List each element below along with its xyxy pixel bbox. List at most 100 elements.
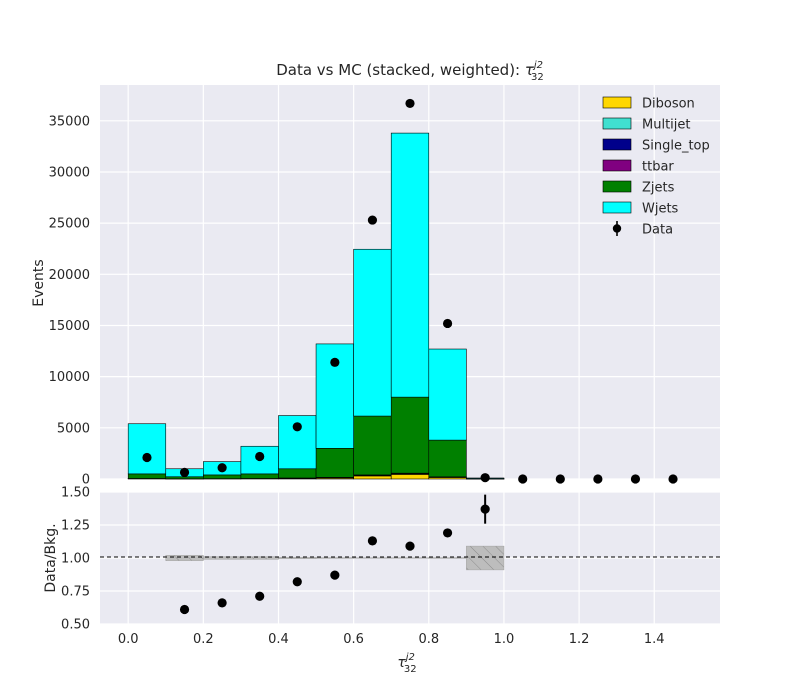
ratio-tick-label: 1.00	[61, 552, 90, 567]
legend-label: Data	[642, 223, 673, 238]
x-axis-symbol: τ	[397, 655, 406, 671]
legend-swatch	[602, 138, 632, 151]
bar-segment	[165, 476, 204, 480]
data-point	[442, 318, 453, 329]
data-point	[179, 467, 190, 477]
uncertainty-band	[240, 556, 279, 560]
y-tick-label: 20000	[49, 268, 90, 283]
legend-label: ttbar	[642, 160, 674, 175]
bar-segment	[390, 474, 430, 480]
data-point	[518, 474, 528, 484]
ratio-point	[255, 591, 265, 601]
uncertainty-band	[353, 557, 392, 559]
series-zjets	[127, 396, 505, 480]
mc-uncertainty-bands	[165, 545, 505, 571]
y-tick-label: 10000	[49, 370, 90, 385]
ratio-point	[405, 541, 415, 551]
x-tick-label: 0.0	[118, 632, 139, 647]
legend-swatch	[602, 96, 632, 109]
uncertainty-band	[165, 555, 204, 561]
bar-segment	[127, 423, 167, 475]
data-point	[668, 474, 678, 484]
bar-segment	[240, 473, 279, 479]
legend-label: Multijet	[642, 118, 690, 133]
ratio-point	[292, 577, 302, 587]
chart-title: Data vs MC (stacked, weighted): τj2 32	[276, 60, 544, 83]
x-axis-subscript: 32	[404, 664, 417, 675]
bar-segment	[203, 474, 242, 479]
data-point	[142, 452, 152, 463]
legend-swatch	[602, 201, 632, 214]
legend-label: Zjets	[642, 181, 675, 196]
bar-segment	[127, 473, 167, 479]
bar-segment	[428, 439, 467, 478]
data-point	[217, 463, 227, 473]
y-tick-label: 30000	[49, 165, 90, 180]
data-point	[480, 473, 490, 483]
data-points	[142, 98, 678, 484]
x-tick-label: 1.0	[494, 632, 515, 647]
uncertainty-band	[466, 545, 505, 571]
title-superscript: j2	[532, 60, 543, 71]
ratio-tick-label: 1.25	[61, 519, 90, 534]
y-tick-label: 5000	[57, 421, 90, 436]
data-point	[593, 474, 603, 484]
bar-segment	[315, 447, 354, 478]
ratio-point	[442, 528, 453, 538]
legend-swatch	[602, 159, 632, 172]
legend-label: Wjets	[642, 202, 679, 217]
legend-label: Diboson	[642, 97, 695, 112]
bar-segment	[390, 132, 430, 398]
x-axis-superscript: j2	[404, 652, 415, 663]
y-tick-label: 15000	[49, 319, 90, 334]
x-axis-ticks: 0.0 0.2 0.4 0.6 0.8 1.0 1.2 1.4	[118, 632, 665, 647]
data-point	[292, 422, 302, 432]
y-axis-ticks: 0 5000 10000 15000 20000 25000 30000 35000	[49, 114, 90, 487]
y-axis-label: Events	[31, 259, 47, 306]
legend-label: Single_top	[642, 139, 710, 154]
legend-swatch	[602, 117, 632, 130]
data-point	[255, 451, 265, 462]
legend-swatch	[602, 180, 632, 193]
x-tick-label: 0.8	[418, 632, 439, 647]
uncertainty-band	[315, 557, 354, 559]
ratio-y-axis-label: Data/Bkg.	[43, 523, 59, 592]
ratio-point	[179, 604, 190, 615]
bar-segment	[390, 396, 430, 474]
bar-segment	[353, 475, 392, 480]
x-tick-label: 0.2	[193, 632, 214, 647]
ratio-point	[367, 536, 378, 546]
data-point	[630, 474, 641, 484]
stacked-histogram	[127, 132, 505, 480]
data-point	[330, 357, 340, 367]
title-symbol: τ	[525, 61, 535, 79]
y-tick-label: 0	[82, 473, 90, 488]
data-point	[367, 215, 378, 225]
ratio-y-axis-ticks: 0.50 0.75 1.00 1.25 1.50	[61, 486, 90, 633]
data-point	[555, 474, 565, 484]
bar-segment	[278, 468, 317, 479]
legend-marker	[612, 224, 622, 233]
x-axis-label: τj2 32	[397, 652, 416, 675]
ratio-tick-label: 1.50	[61, 486, 90, 501]
y-tick-label: 35000	[49, 114, 90, 129]
title-subscript: 32	[531, 72, 544, 83]
uncertainty-band	[428, 557, 467, 559]
x-tick-label: 1.2	[569, 632, 590, 647]
x-tick-label: 0.4	[268, 632, 289, 647]
ratio-tick-label: 0.50	[61, 618, 90, 633]
data-point	[405, 98, 415, 109]
series-wjets	[127, 132, 505, 480]
x-tick-label: 0.6	[343, 632, 364, 647]
bar-segment	[353, 415, 392, 476]
bar-segment	[353, 248, 392, 417]
ratio-point	[217, 598, 227, 608]
ratio-points	[179, 494, 490, 615]
y-tick-label: 25000	[49, 217, 90, 232]
ratio-point	[330, 570, 340, 580]
uncertainty-band	[390, 557, 430, 559]
ratio-point	[480, 504, 490, 514]
x-tick-label: 1.4	[644, 632, 665, 647]
